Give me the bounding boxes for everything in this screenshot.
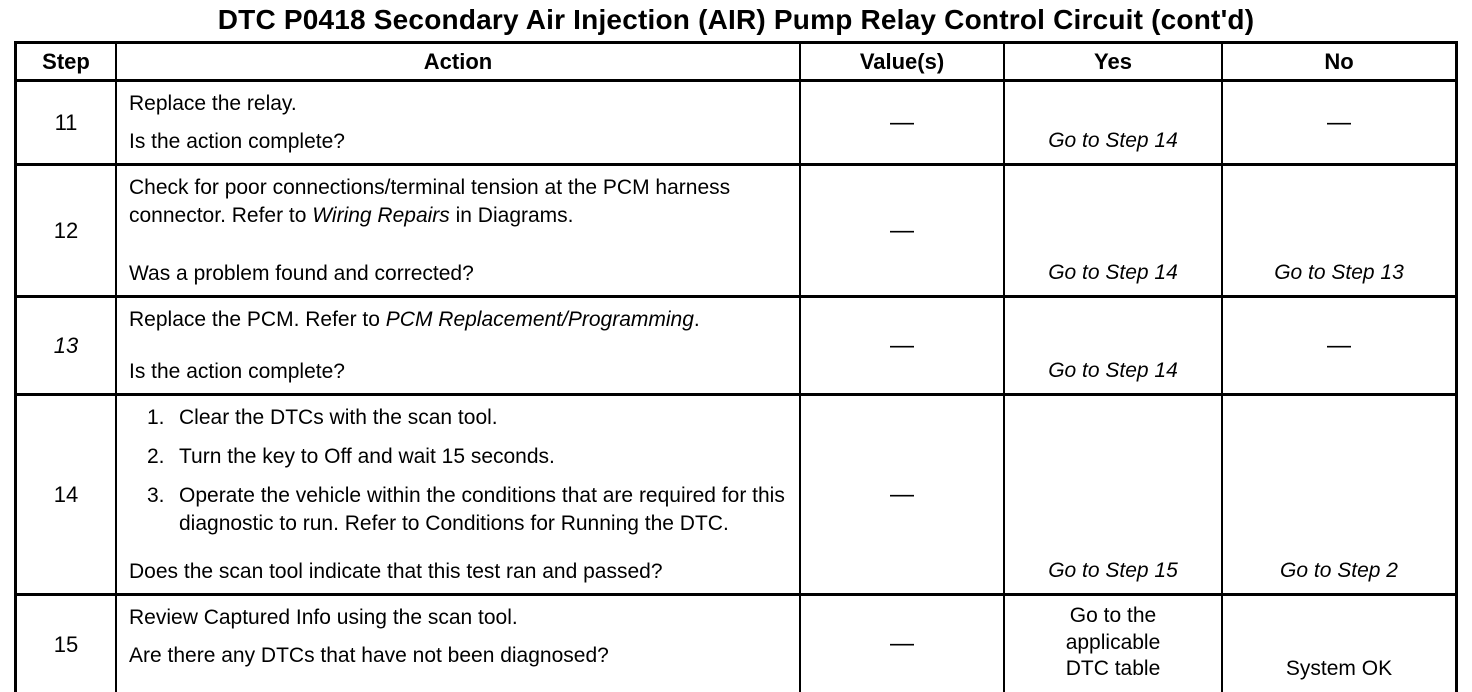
action-question: Was a problem found and corrected? xyxy=(129,261,474,285)
list-item-number: 3. xyxy=(147,483,165,507)
page-title: DTC P0418 Secondary Air Injection (AIR) … xyxy=(217,4,1255,35)
header-step: Step xyxy=(42,49,90,74)
step-number: 11 xyxy=(54,110,78,136)
list-item: 1. Clear the DTCs with the scan tool. xyxy=(147,404,787,432)
header-yes: Yes xyxy=(1003,44,1221,80)
row-step-12: 12 Check for poor connections/terminal t… xyxy=(17,163,1455,296)
action-cell: 1. Clear the DTCs with the scan tool. 2.… xyxy=(115,396,799,594)
action-cell: Replace the PCM. Refer to PCM Replacemen… xyxy=(115,298,799,394)
action-question: Is the action complete? xyxy=(129,359,345,383)
value-cell: — xyxy=(799,82,1003,164)
action-question: Does the scan tool indicate that this te… xyxy=(129,559,663,583)
no-cell: — xyxy=(1221,82,1455,164)
action-cell: Review Captured Info using the scan tool… xyxy=(115,596,799,692)
header-no: No xyxy=(1221,44,1455,80)
list-item-number: 2. xyxy=(147,445,165,469)
header-values: Value(s) xyxy=(799,44,1003,80)
yes-cell: Go to the applicable DTC table xyxy=(1003,596,1221,692)
list-item-text: Clear the DTCs with the scan tool. xyxy=(179,406,498,430)
step-number: 13 xyxy=(53,333,79,359)
value-cell: — xyxy=(799,396,1003,594)
list-item-text: Operate the vehicle within the condition… xyxy=(179,483,785,535)
action-text-part: Check for poor connections/terminal tens… xyxy=(129,176,731,228)
action-text: Review Captured Info using the scan tool… xyxy=(129,606,518,630)
row-step-13: 13 Replace the PCM. Refer to PCM Replace… xyxy=(17,295,1455,394)
action-text-part: in Diagrams. xyxy=(449,204,574,228)
action-text-italic: PCM Replacement/Programming xyxy=(385,308,694,332)
yes-cell: Go to Step 15 xyxy=(1003,396,1221,594)
step-number: 12 xyxy=(53,218,79,244)
dtc-diagnostic-table: Step Action Value(s) Yes No 11 Replace t… xyxy=(14,41,1458,692)
action-text-part: . xyxy=(693,308,700,332)
header-action: Action xyxy=(115,44,799,80)
list-item: 3. Operate the vehicle within the condit… xyxy=(147,482,787,537)
value-cell: — xyxy=(799,298,1003,394)
yes-cell: Go to Step 14 xyxy=(1003,298,1221,394)
action-text: Replace the PCM. Refer to PCM Replacemen… xyxy=(129,306,787,334)
no-cell: Go to Step 13 xyxy=(1221,166,1455,296)
action-question: Are there any DTCs that have not been di… xyxy=(129,644,609,668)
row-step-11: 11 Replace the relay. Is the action comp… xyxy=(17,79,1455,164)
step-number: 15 xyxy=(53,631,79,657)
row-step-15: 15 Review Captured Info using the scan t… xyxy=(17,593,1455,692)
action-text: Check for poor connections/terminal tens… xyxy=(129,174,787,229)
action-numbered-list: 1. Clear the DTCs with the scan tool. 2.… xyxy=(129,404,787,537)
action-text-italic: Wiring Repairs xyxy=(312,204,450,228)
value-cell: — xyxy=(799,166,1003,296)
value-cell: — xyxy=(799,596,1003,692)
list-item-text: Turn the key to Off and wait 15 seconds. xyxy=(179,445,555,469)
no-cell: System OK xyxy=(1221,596,1455,692)
yes-cell: Go to Step 14 xyxy=(1003,166,1221,296)
table-header-row: Step Action Value(s) Yes No xyxy=(17,44,1455,80)
step-number: 14 xyxy=(53,482,79,508)
action-text-part: Replace the PCM. Refer to xyxy=(129,308,386,332)
list-item-number: 1. xyxy=(147,406,165,430)
action-question: Is the action complete? xyxy=(129,129,345,153)
no-cell: — xyxy=(1221,298,1455,394)
yes-cell: Go to Step 14 xyxy=(1003,82,1221,164)
action-cell: Replace the relay. Is the action complet… xyxy=(115,82,799,164)
list-item: 2. Turn the key to Off and wait 15 secon… xyxy=(147,443,787,471)
action-cell: Check for poor connections/terminal tens… xyxy=(115,166,799,296)
action-text: Replace the relay. xyxy=(129,92,297,116)
row-step-14: 14 1. Clear the DTCs with the scan tool.… xyxy=(17,393,1455,594)
no-cell: Go to Step 2 xyxy=(1221,396,1455,594)
